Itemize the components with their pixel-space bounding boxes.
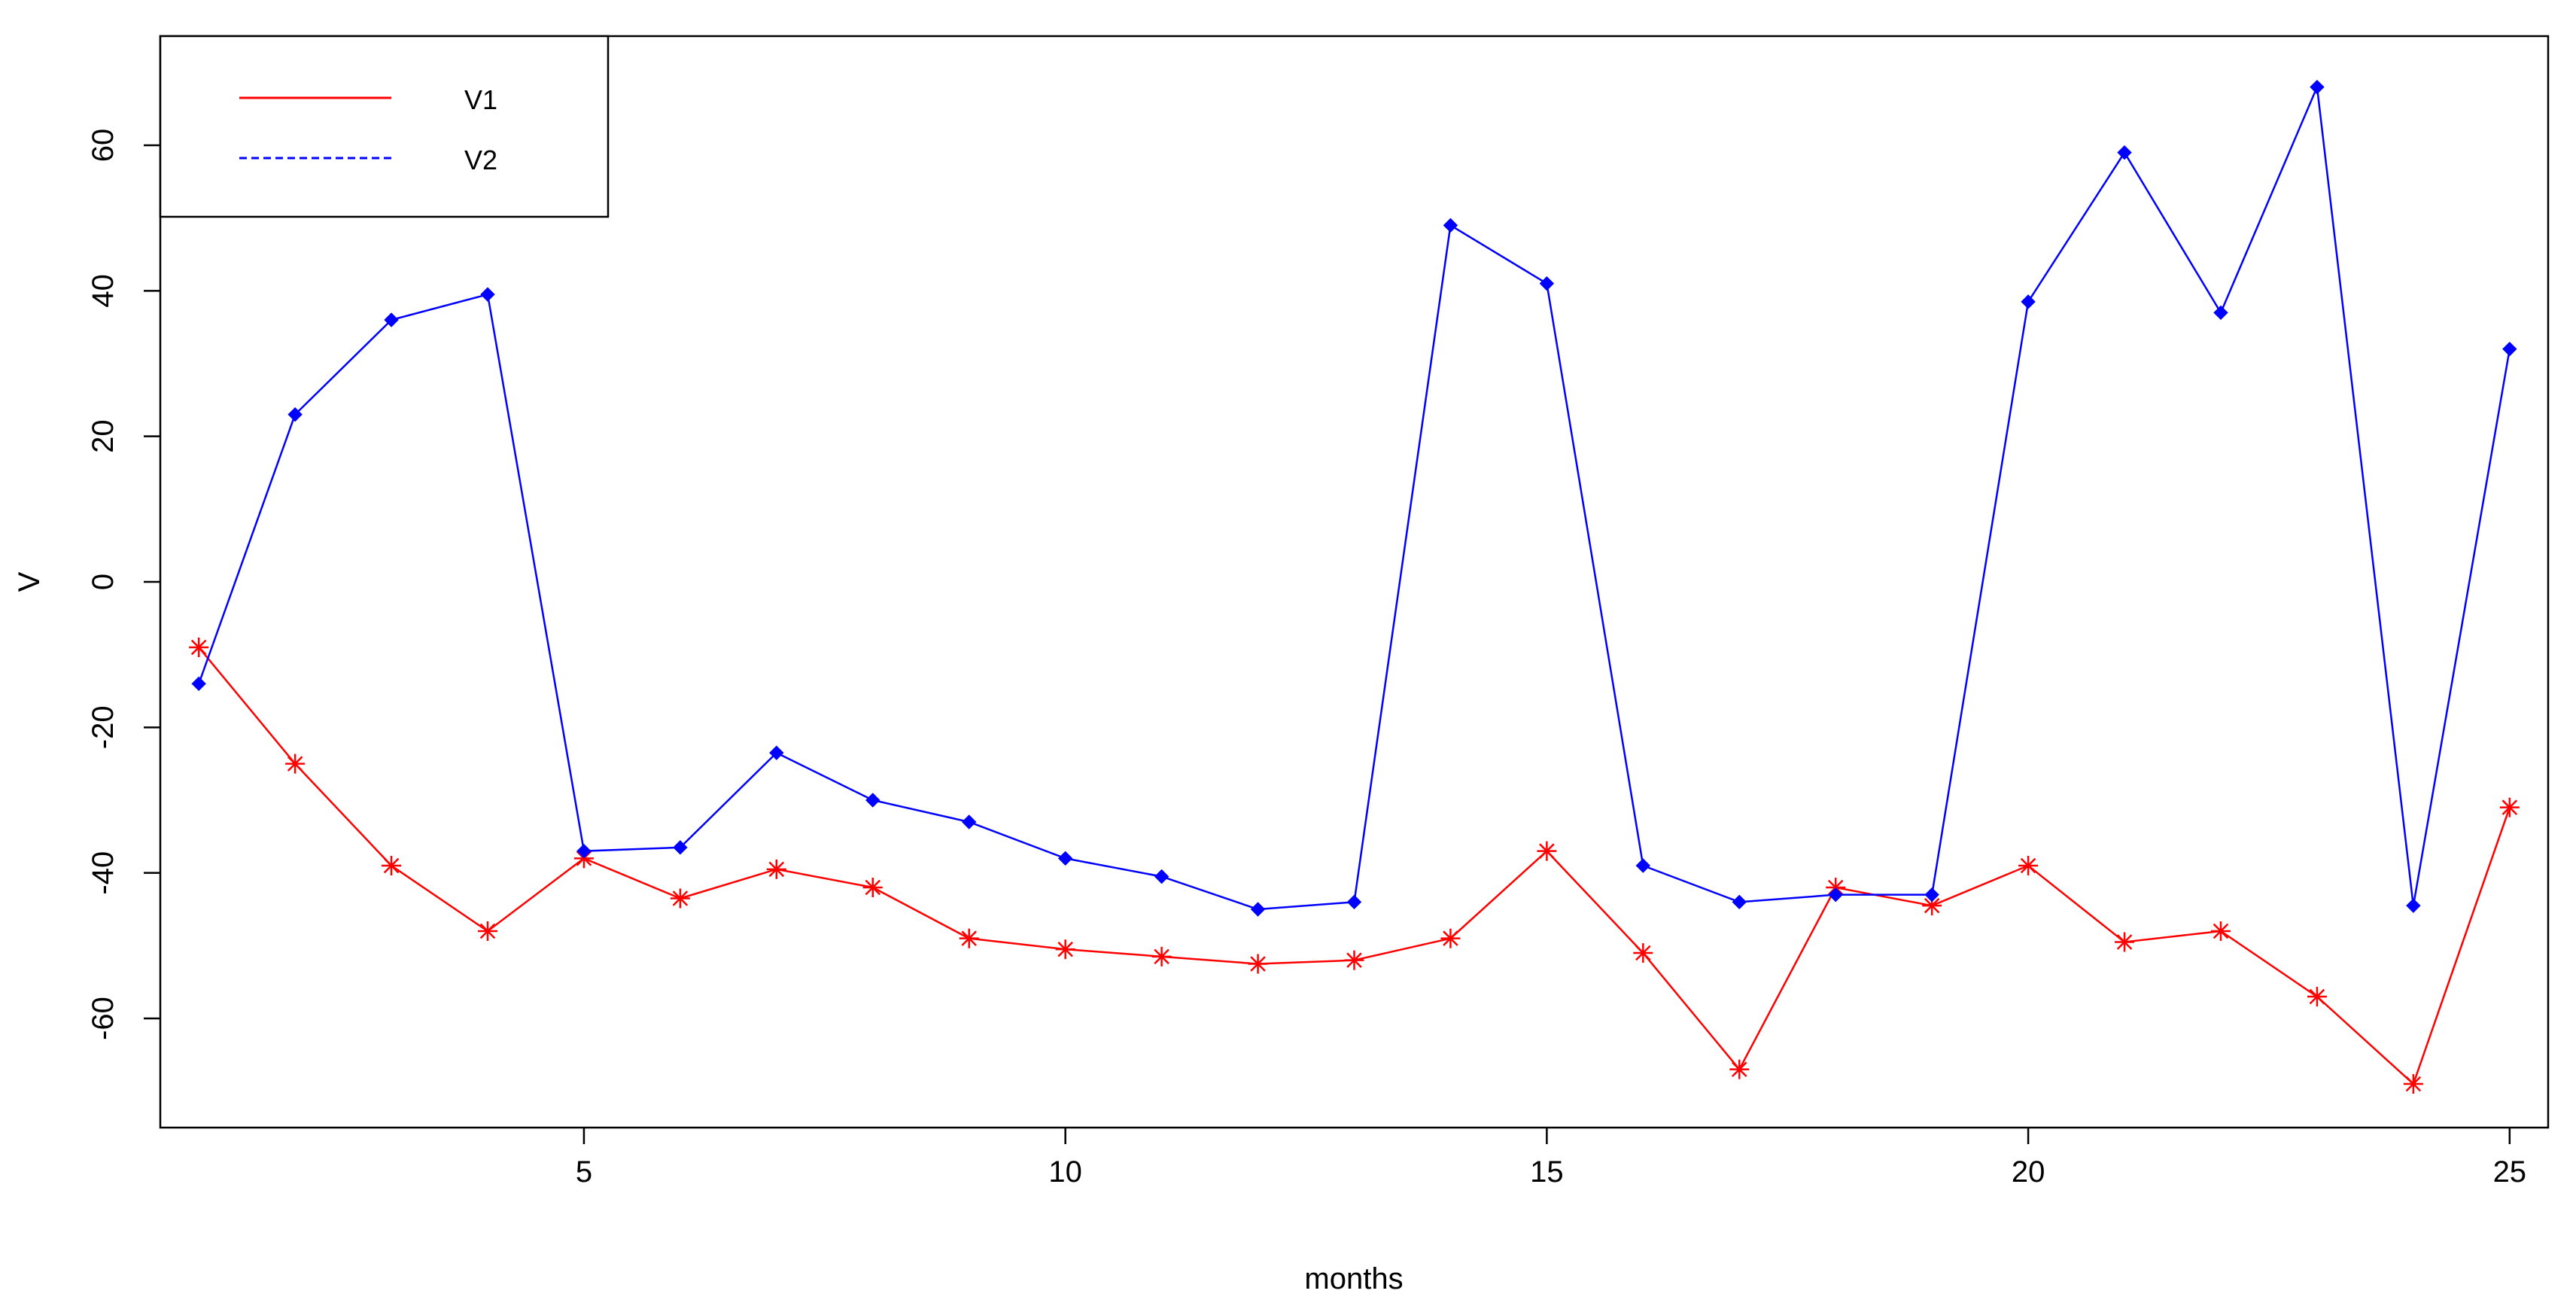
data-point-v2 [865, 793, 880, 808]
legend: V1 V2 [159, 35, 610, 218]
data-point-v1 [670, 888, 690, 909]
data-point-v2 [1154, 869, 1169, 884]
data-point-v1 [478, 921, 498, 941]
data-point-v1 [2210, 921, 2231, 941]
series-layer [189, 79, 2520, 1094]
data-point-v2 [384, 312, 399, 327]
data-point-v2 [1924, 887, 1939, 903]
y-tick-label: -60 [87, 997, 120, 1040]
data-point-v1 [766, 859, 786, 879]
y-tick-label: 0 [87, 574, 120, 590]
data-point-v2 [2310, 79, 2325, 95]
data-point-v2 [673, 840, 688, 855]
data-point-v1 [1537, 841, 1557, 861]
data-point-v1 [2403, 1074, 2423, 1094]
data-point-v2 [1057, 851, 1073, 866]
series-v2 [191, 79, 2517, 917]
data-point-v2 [962, 814, 977, 830]
data-point-v1 [2499, 797, 2520, 817]
legend-box [159, 35, 610, 218]
x-tick-label: 10 [1048, 1155, 1082, 1189]
y-tick-label: -40 [87, 851, 120, 895]
y-tick-label: 60 [87, 129, 120, 163]
y-tick-label: 40 [87, 274, 120, 308]
data-point-v1 [382, 856, 402, 875]
data-point-v2 [1635, 858, 1651, 873]
data-point-v2 [191, 676, 206, 692]
data-point-v1 [862, 878, 883, 897]
x-tick-label: 25 [2493, 1155, 2527, 1189]
data-point-v1 [1151, 946, 1172, 966]
data-point-v1 [285, 753, 306, 774]
data-point-v1 [2307, 987, 2327, 1006]
data-point-v1 [1729, 1059, 1750, 1079]
data-point-v1 [1344, 950, 1364, 970]
y-axis: -60 -40 -20 0 20 40 60 [87, 129, 160, 1040]
x-axis-label: months [1304, 1262, 1403, 1295]
data-point-v1 [1633, 943, 1653, 963]
data-point-v1 [1440, 928, 1461, 948]
data-point-v2 [2117, 145, 2132, 160]
data-point-v2 [1443, 218, 1458, 233]
series-v1 [189, 638, 2520, 1094]
data-point-v2 [1828, 887, 1843, 903]
data-point-v2 [1346, 894, 1362, 910]
data-point-v2 [576, 843, 592, 859]
data-point-v2 [480, 287, 495, 302]
x-tick-label: 20 [2012, 1155, 2045, 1189]
y-tick-label: -20 [87, 705, 120, 749]
legend-v2-label: V2 [464, 145, 497, 175]
x-tick-label: 5 [576, 1155, 592, 1189]
data-point-v2 [1250, 902, 1266, 917]
data-point-v1 [2018, 856, 2039, 875]
y-axis-label: V [13, 571, 46, 592]
y-tick-label: 20 [87, 419, 120, 453]
x-axis: 5 10 15 20 25 [576, 1128, 2526, 1189]
data-point-v1 [1055, 939, 1075, 960]
data-point-v1 [189, 638, 209, 657]
data-point-v2 [1539, 275, 1555, 291]
data-point-v1 [959, 928, 979, 948]
data-point-v1 [2115, 932, 2135, 952]
data-point-v1 [1248, 954, 1268, 974]
x-tick-label: 15 [1530, 1155, 1564, 1189]
series-line-v1 [198, 647, 2511, 1086]
data-point-v2 [2021, 294, 2036, 309]
data-point-v2 [2406, 898, 2421, 913]
data-point-v2 [287, 406, 303, 422]
data-point-v2 [1732, 894, 1747, 910]
data-point-v2 [769, 745, 784, 760]
legend-v1-label: V1 [464, 84, 497, 115]
data-point-v2 [2502, 341, 2517, 357]
data-point-v2 [2213, 305, 2228, 321]
